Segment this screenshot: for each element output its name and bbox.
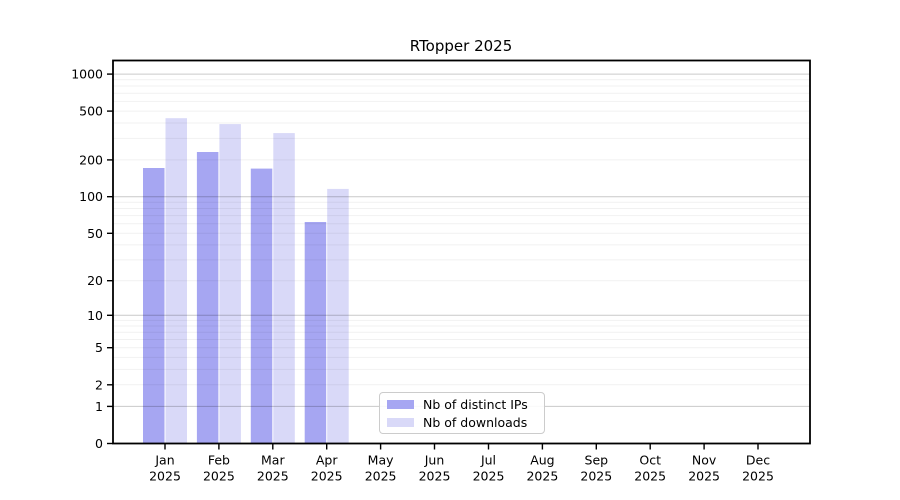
plot-border — [112, 59, 811, 445]
legend-label-downloads: Nb of downloads — [423, 414, 528, 430]
y-tick-label: 2 — [95, 377, 103, 392]
legend-swatch-downloads — [387, 417, 414, 427]
axes-layer — [107, 59, 811, 450]
x-tick-label-year: 2025 — [203, 469, 235, 484]
x-tick-label-year: 2025 — [149, 469, 181, 484]
bar-distinct-ips-jan — [143, 168, 165, 444]
x-tick-label-month: Sep — [585, 453, 609, 468]
x-tick-label-year: 2025 — [419, 469, 451, 484]
legend-label-distinct-ips: Nb of distinct IPs — [423, 396, 528, 412]
x-tick-label-month: Jun — [424, 453, 445, 468]
x-tick-label-year: 2025 — [526, 469, 558, 484]
x-tick-label-month: May — [368, 453, 394, 468]
y-tick-label: 5 — [95, 340, 103, 355]
x-tick-label-year: 2025 — [580, 469, 612, 484]
bar-downloads-mar — [273, 133, 295, 444]
x-tick-label-month: Mar — [261, 453, 285, 468]
x-tick-label-year: 2025 — [473, 469, 505, 484]
x-tick-label-month: Nov — [692, 453, 717, 468]
chart-title: RTopper 2025 — [410, 37, 513, 55]
y-tick-label: 100 — [79, 189, 103, 204]
x-tick-label-year: 2025 — [688, 469, 720, 484]
chart-legend: Nb of distinct IPs Nb of downloads — [379, 392, 545, 434]
x-tick-label-year: 2025 — [634, 469, 666, 484]
legend-item-distinct-ips: Nb of distinct IPs — [387, 397, 536, 412]
legend-swatch-distinct-ips — [387, 399, 414, 409]
bar-downloads-apr — [327, 188, 349, 444]
x-tick-label-year: 2025 — [311, 469, 343, 484]
legend-item-downloads: Nb of downloads — [387, 415, 536, 430]
bar-distinct-ips-feb — [196, 152, 219, 444]
x-tick-label-month: Feb — [208, 453, 230, 468]
bar-downloads-jan — [165, 118, 187, 444]
y-tick-label: 1000 — [71, 67, 103, 82]
x-tick-label-year: 2025 — [257, 469, 289, 484]
y-tick-label: 200 — [79, 152, 103, 167]
y-tick-label: 20 — [87, 273, 103, 288]
y-tick-label: 0 — [95, 436, 103, 451]
x-tick-label-month: Oct — [639, 453, 661, 468]
y-tick-label: 1 — [95, 399, 103, 414]
x-tick-label-year: 2025 — [742, 469, 774, 484]
x-tick-label-year: 2025 — [365, 469, 397, 484]
bar-downloads-feb — [219, 124, 241, 444]
x-tick-label-month: Jan — [154, 453, 174, 468]
y-tick-label: 500 — [79, 104, 103, 119]
y-tick-label: 10 — [87, 308, 103, 323]
x-tick-label-month: Jul — [480, 453, 496, 468]
bars-layer — [143, 118, 349, 444]
tick-labels-layer: 01251020501002005001000Jan2025Feb2025Mar… — [71, 67, 774, 484]
x-tick-label-month: Apr — [316, 453, 338, 468]
y-tick-label: 50 — [87, 226, 103, 241]
bar-distinct-ips-apr — [304, 222, 327, 444]
bar-distinct-ips-mar — [250, 168, 273, 444]
x-tick-label-month: Dec — [746, 453, 770, 468]
x-tick-label-month: Aug — [530, 453, 554, 468]
